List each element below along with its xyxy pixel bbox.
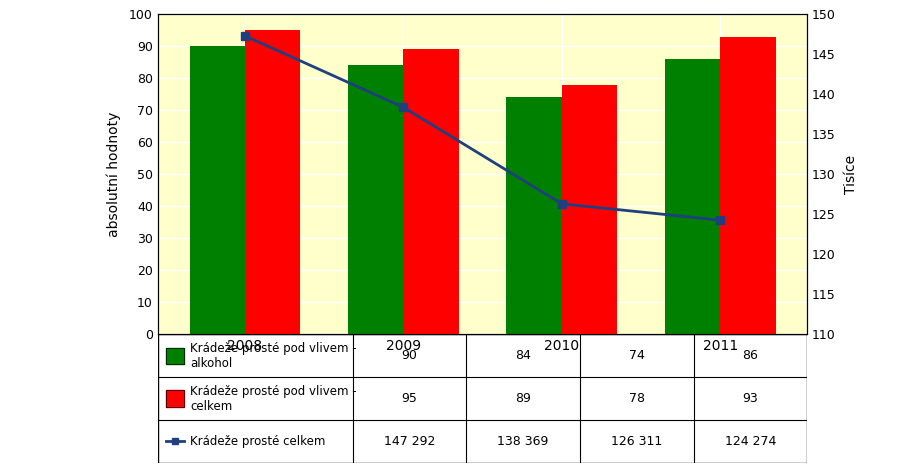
Y-axis label: absolutní hodnoty: absolutní hodnoty (106, 111, 121, 237)
Bar (348, 66, 403, 335)
Bar (166, 348, 184, 364)
Text: 95: 95 (401, 392, 418, 405)
Text: 78: 78 (629, 392, 645, 405)
Bar (506, 97, 562, 335)
Bar (665, 59, 720, 335)
Text: 86: 86 (742, 349, 759, 362)
Bar (166, 348, 184, 364)
Bar (166, 390, 184, 406)
Text: 147 292: 147 292 (384, 435, 435, 448)
Text: 74: 74 (629, 349, 645, 362)
Text: 84: 84 (515, 349, 531, 362)
Text: 138 369: 138 369 (498, 435, 548, 448)
Text: 89: 89 (515, 392, 531, 405)
Text: 124 274: 124 274 (725, 435, 776, 448)
Text: Krádeže prosté celkem: Krádeže prosté celkem (190, 435, 326, 448)
Bar (166, 390, 184, 406)
Text: Krádeže prosté pod vlivem -
celkem: Krádeže prosté pod vlivem - celkem (190, 385, 357, 413)
Text: 93: 93 (742, 392, 759, 405)
Bar (720, 37, 776, 335)
Bar (189, 46, 245, 335)
Text: 90: 90 (401, 349, 418, 362)
Bar (245, 30, 300, 335)
Y-axis label: Tisíce: Tisíce (844, 155, 859, 194)
Bar (403, 50, 459, 335)
Text: Krádeže prosté pod vlivem -
alkohol: Krádeže prosté pod vlivem - alkohol (190, 342, 357, 370)
Text: 126 311: 126 311 (612, 435, 662, 448)
Bar (562, 84, 617, 335)
